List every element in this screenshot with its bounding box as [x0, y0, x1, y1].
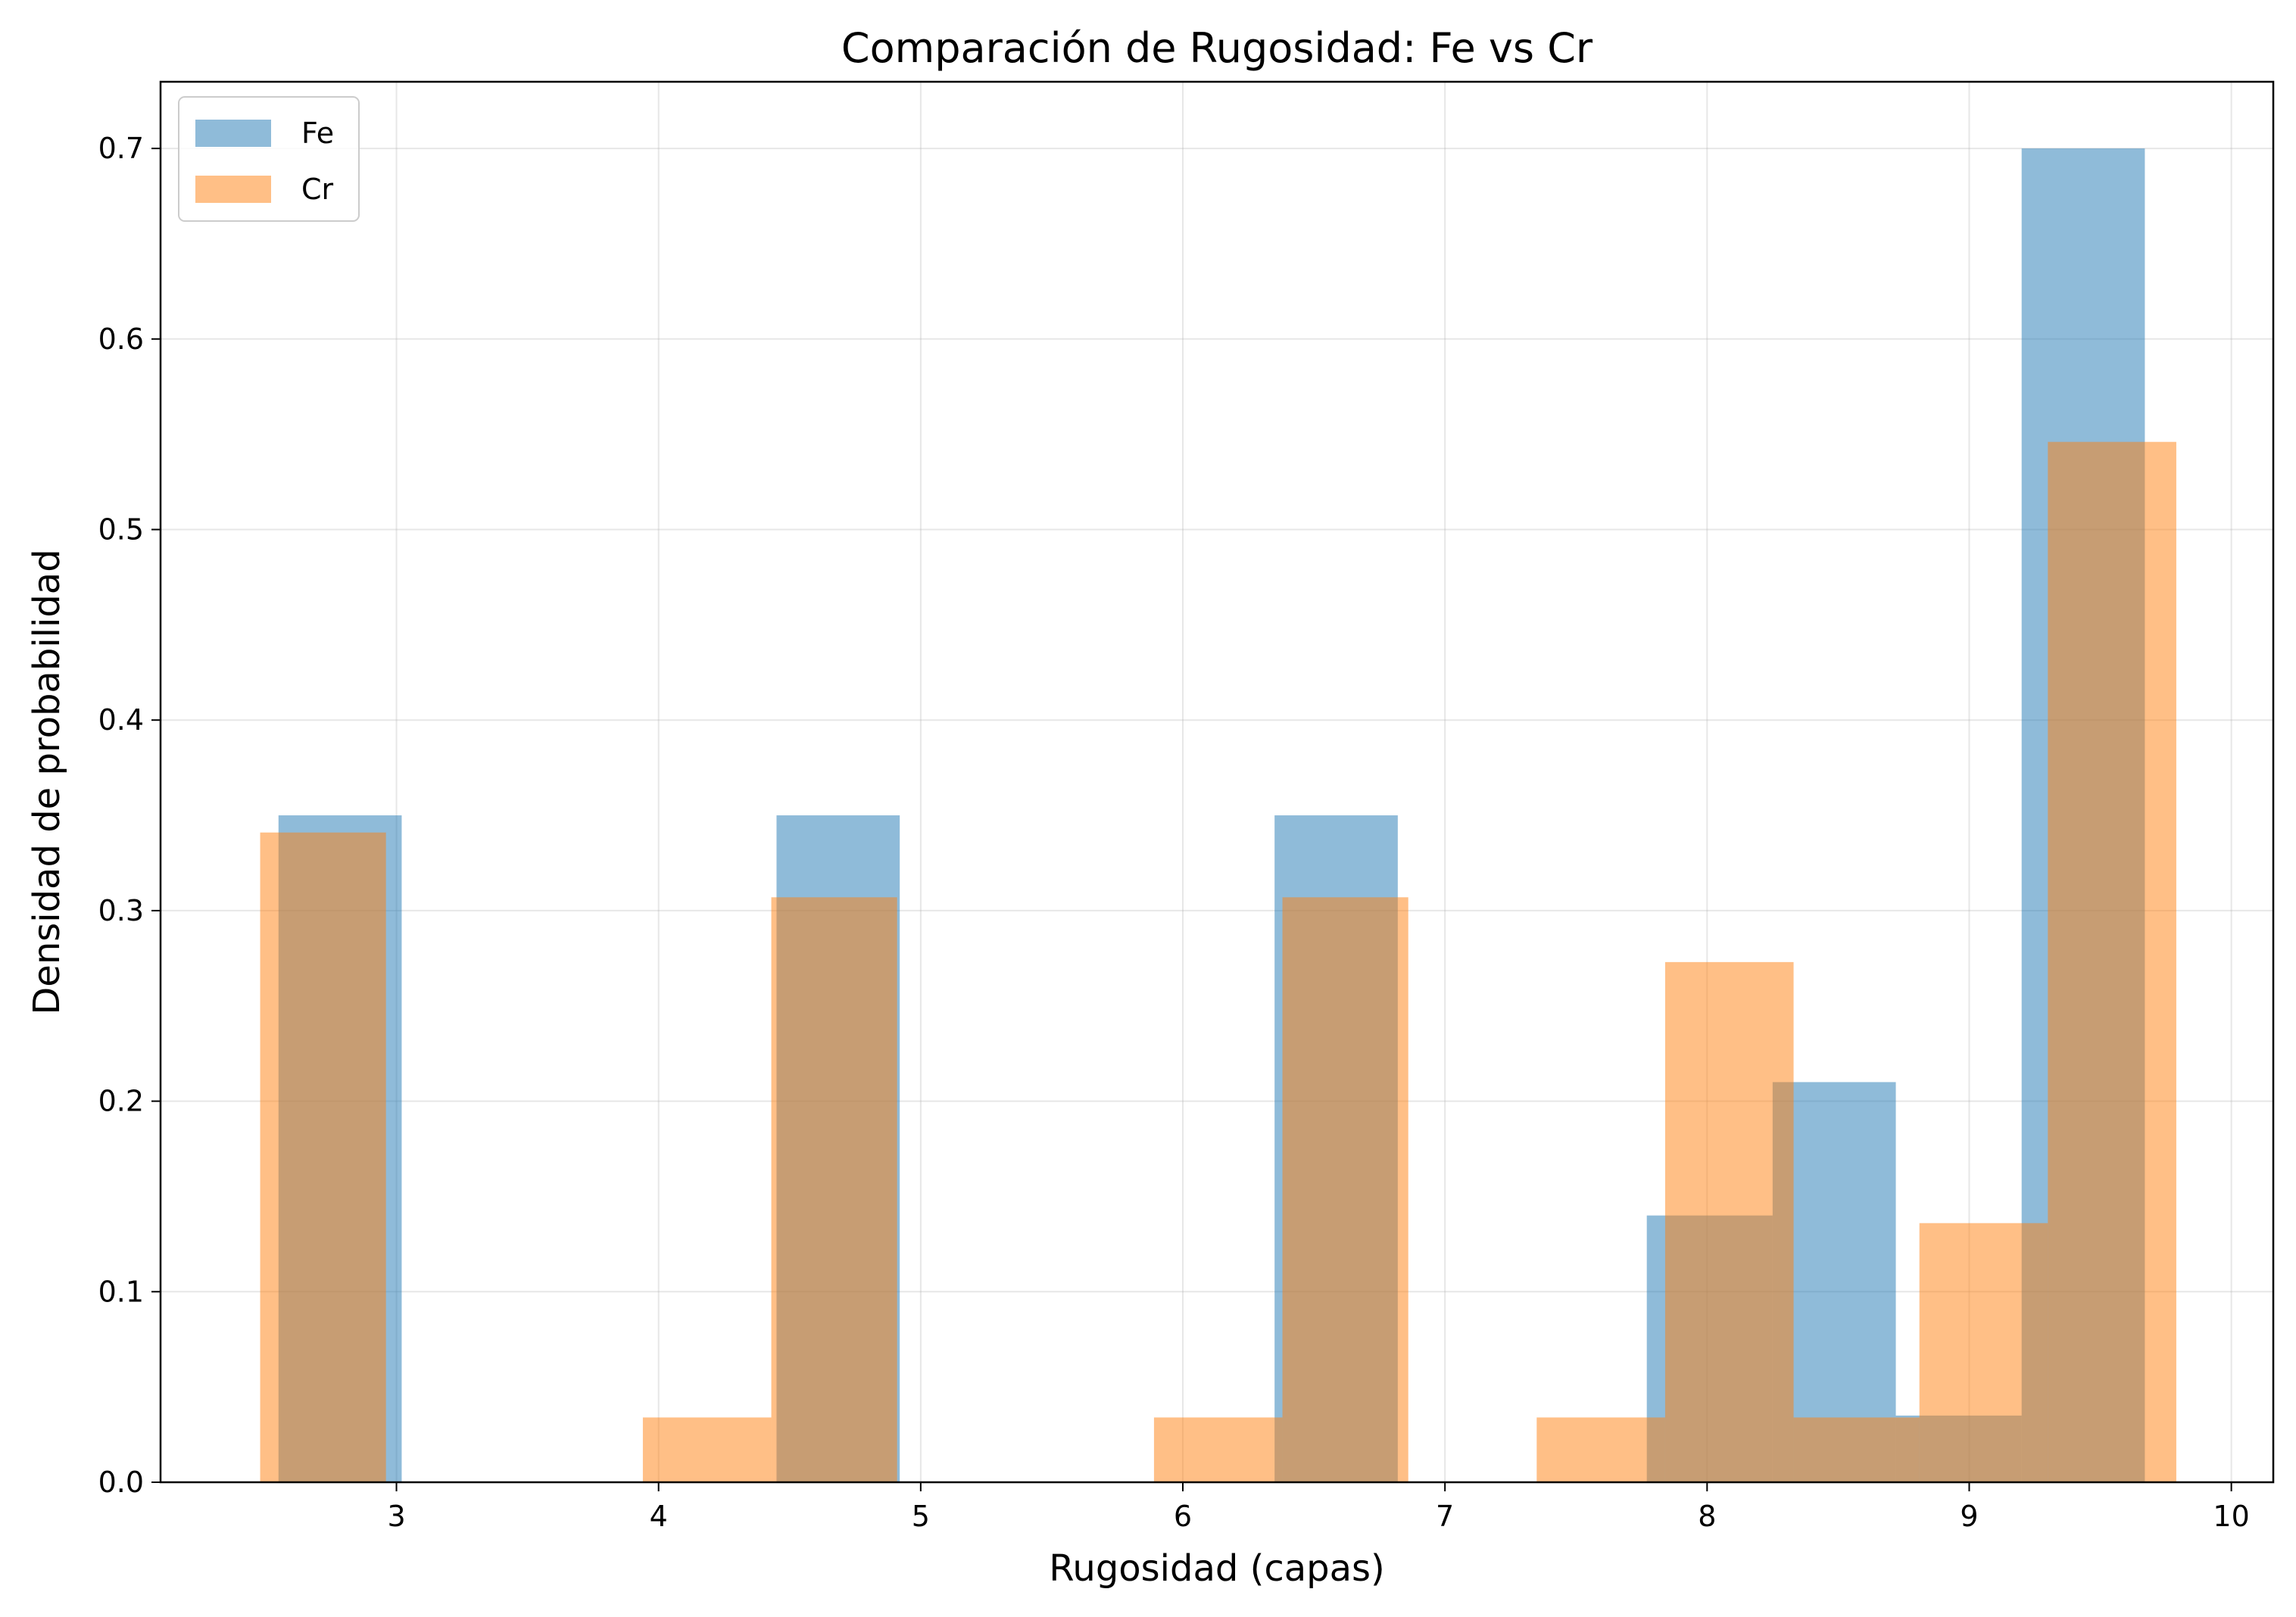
- x-tick-label: 9: [1960, 1500, 1978, 1533]
- x-axis-label: Rugosidad (capas): [1049, 1547, 1385, 1590]
- y-axis-label: Densidad de probabilidad: [26, 549, 68, 1014]
- y-tick-label: 0.0: [98, 1466, 144, 1499]
- axes-frame: [159, 80, 2275, 1484]
- legend-label-fe: Fe: [301, 117, 334, 150]
- histogram-bars: [260, 148, 2176, 1483]
- x-tick-label: 4: [650, 1500, 668, 1533]
- x-tick-label: 5: [912, 1500, 930, 1533]
- bar-cr: [1664, 961, 1794, 1482]
- bar-cr: [2048, 441, 2176, 1482]
- chart-title: Comparación de Rugosidad: Fe vs Cr: [841, 24, 1593, 72]
- legend: Fe Cr: [178, 96, 360, 222]
- bar-cr: [771, 897, 897, 1482]
- bar-cr: [1282, 897, 1408, 1482]
- y-tick-label: 0.5: [98, 513, 144, 546]
- x-tick-label: 7: [1436, 1500, 1454, 1533]
- x-tick-label: 3: [387, 1500, 405, 1533]
- y-tick-label: 0.3: [98, 894, 144, 927]
- legend-label-cr: Cr: [301, 173, 334, 206]
- bar-cr: [1919, 1223, 2048, 1482]
- x-tick-label: 6: [1174, 1500, 1192, 1533]
- axis-ticks: 3 4 5 6 7 8 9 10 0.0 0.1 0.2 0.3 0.4 0.5 0.6 0.7: [98, 132, 2250, 1533]
- y-tick-label: 0.4: [98, 703, 144, 737]
- bar-cr: [1536, 1417, 1665, 1482]
- bar-cr: [260, 832, 386, 1482]
- y-tick-label: 0.7: [98, 132, 144, 165]
- x-tick-label: 8: [1698, 1500, 1716, 1533]
- x-tick-label: 10: [2213, 1500, 2249, 1533]
- y-tick-label: 0.6: [98, 322, 144, 356]
- bar-cr: [642, 1417, 772, 1482]
- y-tick-label: 0.1: [98, 1275, 144, 1308]
- legend-swatch-cr: [195, 176, 271, 203]
- y-tick-label: 0.2: [98, 1085, 144, 1118]
- legend-swatch-fe: [195, 120, 271, 147]
- bar-cr: [1153, 1417, 1283, 1482]
- bar-cr: [1793, 1417, 1920, 1482]
